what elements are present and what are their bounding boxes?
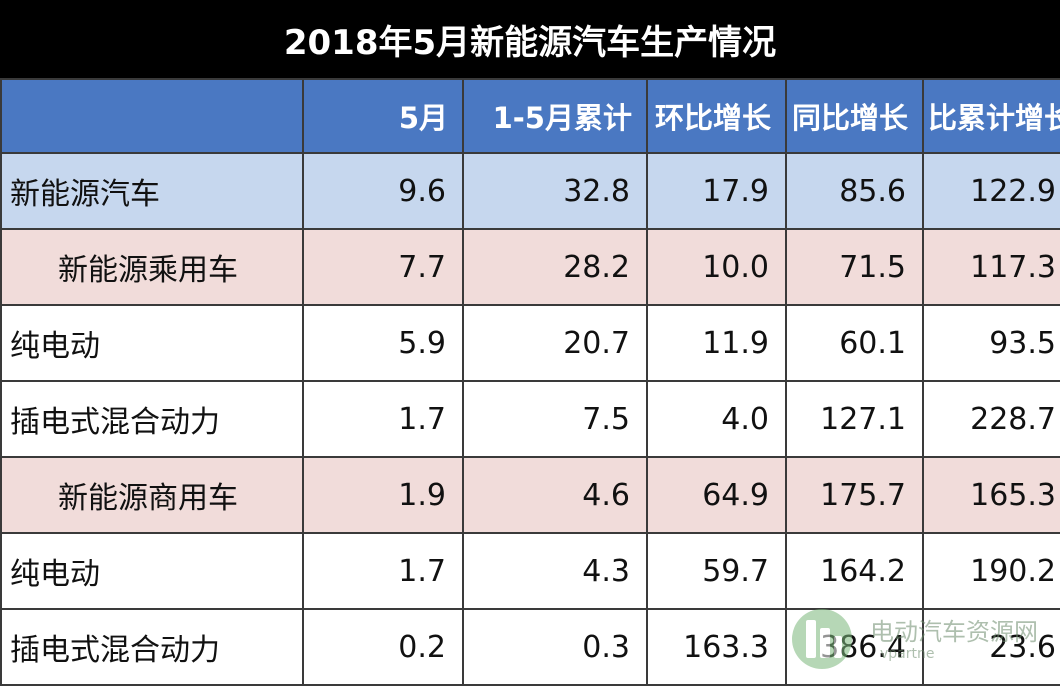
table-row: 新能源汽车 9.6 32.8 17.9 85.6 122.9 [0, 152, 1060, 230]
header-row: 5月 1-5月累计 环比增长 同比增长 比累计增长 [0, 78, 1060, 154]
table-cell: 1.7 [302, 532, 464, 610]
table-row: 新能源商用车 1.9 4.6 64.9 175.7 165.3 [0, 456, 1060, 534]
table-cell: 4.3 [462, 532, 648, 610]
table-cell: 165.3 [922, 456, 1060, 534]
table-cell: 11.9 [646, 304, 787, 382]
table-cell: 60.1 [785, 304, 924, 382]
table-cell: 5.9 [302, 304, 464, 382]
table-cell: 9.6 [302, 152, 464, 230]
table-row: 插电式混合动力 1.7 7.5 4.0 127.1 228.7 [0, 380, 1060, 458]
row-label: 插电式混合动力 [0, 608, 304, 686]
table-cell: 10.0 [646, 228, 787, 306]
table-row: 纯电动 5.9 20.7 11.9 60.1 93.5 [0, 304, 1060, 382]
table-cell: 17.9 [646, 152, 787, 230]
table-cell: 175.7 [785, 456, 924, 534]
table-cell: 23.6 [922, 608, 1060, 686]
table-cell: 163.3 [646, 608, 787, 686]
table-cell: 386.4 [785, 608, 924, 686]
table-cell: 127.1 [785, 380, 924, 458]
table-cell: 0.3 [462, 608, 648, 686]
table-cell: 28.2 [462, 228, 648, 306]
table-cell: 7.7 [302, 228, 464, 306]
header-cumulative-growth: 比累计增长 [922, 78, 1060, 154]
table-cell: 1.9 [302, 456, 464, 534]
header-corner [0, 78, 304, 154]
table-row: 插电式混合动力 0.2 0.3 163.3 386.4 23.6 [0, 608, 1060, 686]
table-row: 纯电动 1.7 4.3 59.7 164.2 190.2 [0, 532, 1060, 610]
table-cell: 190.2 [922, 532, 1060, 610]
row-label: 插电式混合动力 [0, 380, 304, 458]
header-cumulative: 1-5月累计 [462, 78, 648, 154]
row-label: 纯电动 [0, 304, 304, 382]
row-label: 新能源汽车 [0, 152, 304, 230]
header-may: 5月 [302, 78, 464, 154]
row-label: 纯电动 [0, 532, 304, 610]
row-label: 新能源商用车 [0, 456, 304, 534]
table-cell: 164.2 [785, 532, 924, 610]
table-title: 2018年5月新能源汽车生产情况 [0, 0, 1060, 78]
table-cell: 59.7 [646, 532, 787, 610]
header-yoy-growth: 同比增长 [785, 78, 924, 154]
production-table: 5月 1-5月累计 环比增长 同比增长 比累计增长 新能源汽车 9.6 32.8 17… [0, 78, 1060, 686]
table-cell: 71.5 [785, 228, 924, 306]
table-cell: 228.7 [922, 380, 1060, 458]
table-cell: 93.5 [922, 304, 1060, 382]
table-cell: 64.9 [646, 456, 787, 534]
table-cell: 20.7 [462, 304, 648, 382]
table-cell: 4.0 [646, 380, 787, 458]
table-cell: 32.8 [462, 152, 648, 230]
table-cell: 117.3 [922, 228, 1060, 306]
table-cell: 4.6 [462, 456, 648, 534]
header-mom-growth: 环比增长 [646, 78, 787, 154]
table-cell: 7.5 [462, 380, 648, 458]
table-cell: 0.2 [302, 608, 464, 686]
row-label: 新能源乘用车 [0, 228, 304, 306]
table-cell: 122.9 [922, 152, 1060, 230]
table-cell: 1.7 [302, 380, 464, 458]
table-row: 新能源乘用车 7.7 28.2 10.0 71.5 117.3 [0, 228, 1060, 306]
table-cell: 85.6 [785, 152, 924, 230]
